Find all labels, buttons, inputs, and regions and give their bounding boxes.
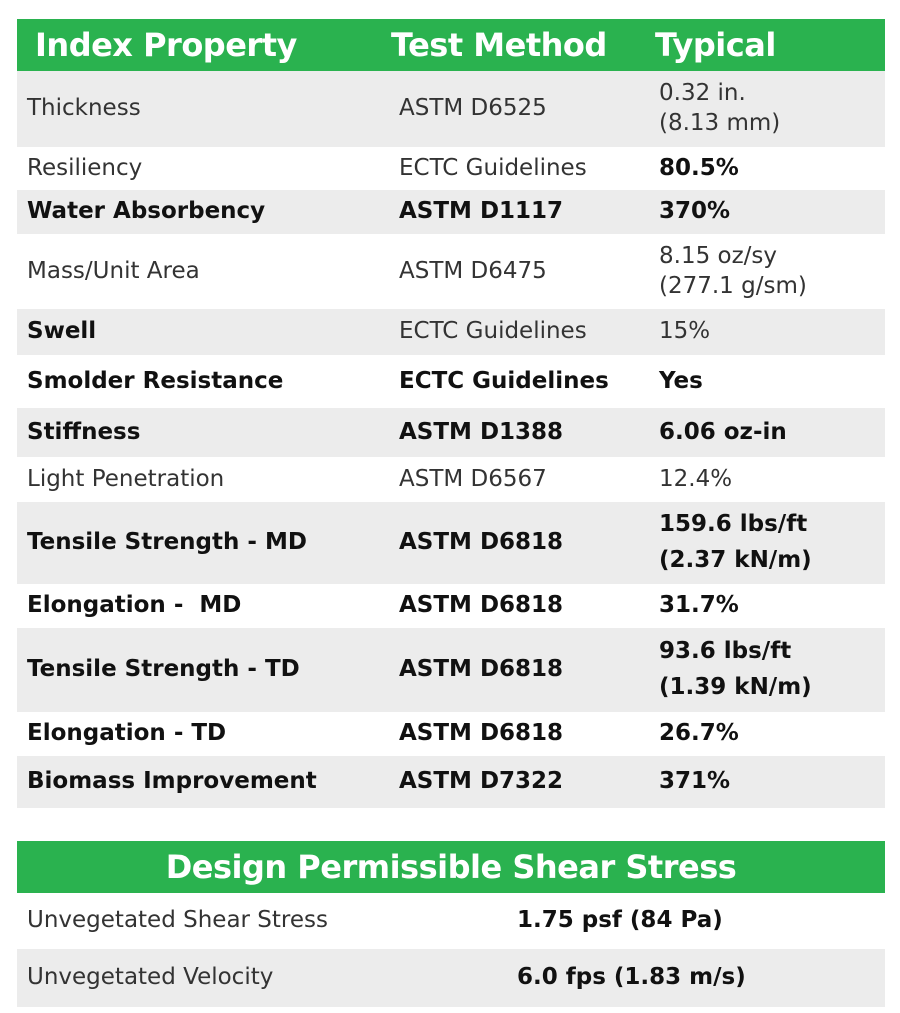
shear-label: Unvegetated Shear Stress (17, 893, 507, 949)
shear-label: Unvegetated Velocity (17, 949, 507, 1007)
table-row: Tensile Strength - TD ASTM D6818 93.6 lb… (17, 628, 885, 712)
shear-value: 1.75 psf (84 Pa) (507, 893, 885, 949)
row-method: ASTM D6818 (389, 584, 649, 628)
index-rows: Thickness ASTM D6525 0.32 in. (8.13 mm) … (17, 71, 885, 808)
table-row: Light Penetration ASTM D6567 12.4% (17, 457, 885, 502)
row-method: ECTC Guidelines (389, 147, 649, 190)
shear-title: Design Permissible Shear Stress (17, 841, 885, 893)
row-typical: 93.6 lbs/ft (1.39 kN/m) (649, 628, 885, 712)
row-property: Stiffness (17, 408, 389, 457)
table-row: Unvegetated Velocity 6.0 fps (1.83 m/s) (17, 949, 885, 1007)
row-method: ASTM D6818 (389, 502, 649, 584)
shear-rows: Unvegetated Shear Stress 1.75 psf (84 Pa… (17, 893, 885, 1007)
row-typical: 0.32 in. (8.13 mm) (649, 71, 885, 147)
header-typical: Typical (655, 26, 776, 64)
row-property: Tensile Strength - MD (17, 502, 389, 584)
table-row: Tensile Strength - MD ASTM D6818 159.6 l… (17, 502, 885, 584)
typical-value: 0.32 in. (659, 80, 746, 107)
row-method: ASTM D6818 (389, 712, 649, 756)
row-typical: 6.06 oz-in (649, 408, 885, 457)
shear-value: 6.0 fps (1.83 m/s) (507, 949, 885, 1007)
index-property-table: Index Property Test Method Typical Thick… (17, 19, 885, 808)
table-row: Smolder Resistance ECTC Guidelines Yes (17, 355, 885, 408)
row-property: Thickness (17, 71, 389, 147)
row-property: Light Penetration (17, 457, 389, 502)
typical-value: 93.6 lbs/ft (659, 638, 792, 665)
table-row: Water Absorbency ASTM D1117 370% (17, 190, 885, 234)
table-row: Elongation - TD ASTM D6818 26.7% (17, 712, 885, 756)
row-typical: 12.4% (649, 457, 885, 502)
row-property: Smolder Resistance (17, 355, 389, 408)
row-property: Elongation - TD (17, 712, 389, 756)
row-typical: 80.5% (649, 147, 885, 190)
row-typical: 26.7% (649, 712, 885, 756)
row-typical: 31.7% (649, 584, 885, 628)
row-property: Mass/Unit Area (17, 234, 389, 309)
table-row: Resiliency ECTC Guidelines 80.5% (17, 147, 885, 190)
table-row: Unvegetated Shear Stress 1.75 psf (84 Pa… (17, 893, 885, 949)
row-method: ASTM D6567 (389, 457, 649, 502)
table-row: Elongation - MD ASTM D6818 31.7% (17, 584, 885, 628)
table-row: Mass/Unit Area ASTM D6475 8.15 oz/sy (27… (17, 234, 885, 309)
row-typical: Yes (649, 355, 885, 408)
header-index-property: Index Property (35, 26, 297, 64)
row-method: ASTM D1117 (389, 190, 649, 234)
table-row: Swell ECTC Guidelines 15% (17, 309, 885, 355)
row-method: ASTM D6818 (389, 628, 649, 712)
table-header: Index Property Test Method Typical (17, 19, 885, 71)
row-method: ASTM D7322 (389, 756, 649, 808)
row-typical: 371% (649, 756, 885, 808)
table-row: Stiffness ASTM D1388 6.06 oz-in (17, 408, 885, 457)
row-method: ASTM D1388 (389, 408, 649, 457)
row-typical: 159.6 lbs/ft (2.37 kN/m) (649, 502, 885, 584)
row-typical: 8.15 oz/sy (277.1 g/sm) (649, 234, 885, 309)
row-property: Resiliency (17, 147, 389, 190)
row-method: ECTC Guidelines (389, 355, 649, 408)
shear-stress-table: Design Permissible Shear Stress Unvegeta… (17, 841, 885, 1007)
typical-value: (8.13 mm) (659, 110, 781, 136)
row-typical: 370% (649, 190, 885, 234)
row-property: Elongation - MD (17, 584, 389, 628)
typical-value: (2.37 kN/m) (659, 547, 812, 573)
table-row: Thickness ASTM D6525 0.32 in. (8.13 mm) (17, 71, 885, 147)
typical-value: (1.39 kN/m) (659, 674, 812, 700)
table-row: Biomass Improvement ASTM D7322 371% (17, 756, 885, 808)
typical-value: (277.1 g/sm) (659, 272, 807, 299)
row-method: ASTM D6525 (389, 71, 649, 147)
header-test-method: Test Method (391, 26, 607, 64)
row-method: ASTM D6475 (389, 234, 649, 309)
typical-value: 8.15 oz/sy (659, 242, 778, 269)
row-property: Swell (17, 309, 389, 355)
row-property: Tensile Strength - TD (17, 628, 389, 712)
row-property: Biomass Improvement (17, 756, 389, 808)
row-typical: 15% (649, 309, 885, 355)
row-property: Water Absorbency (17, 190, 389, 234)
typical-value: 159.6 lbs/ft (659, 511, 808, 538)
row-method: ECTC Guidelines (389, 309, 649, 355)
